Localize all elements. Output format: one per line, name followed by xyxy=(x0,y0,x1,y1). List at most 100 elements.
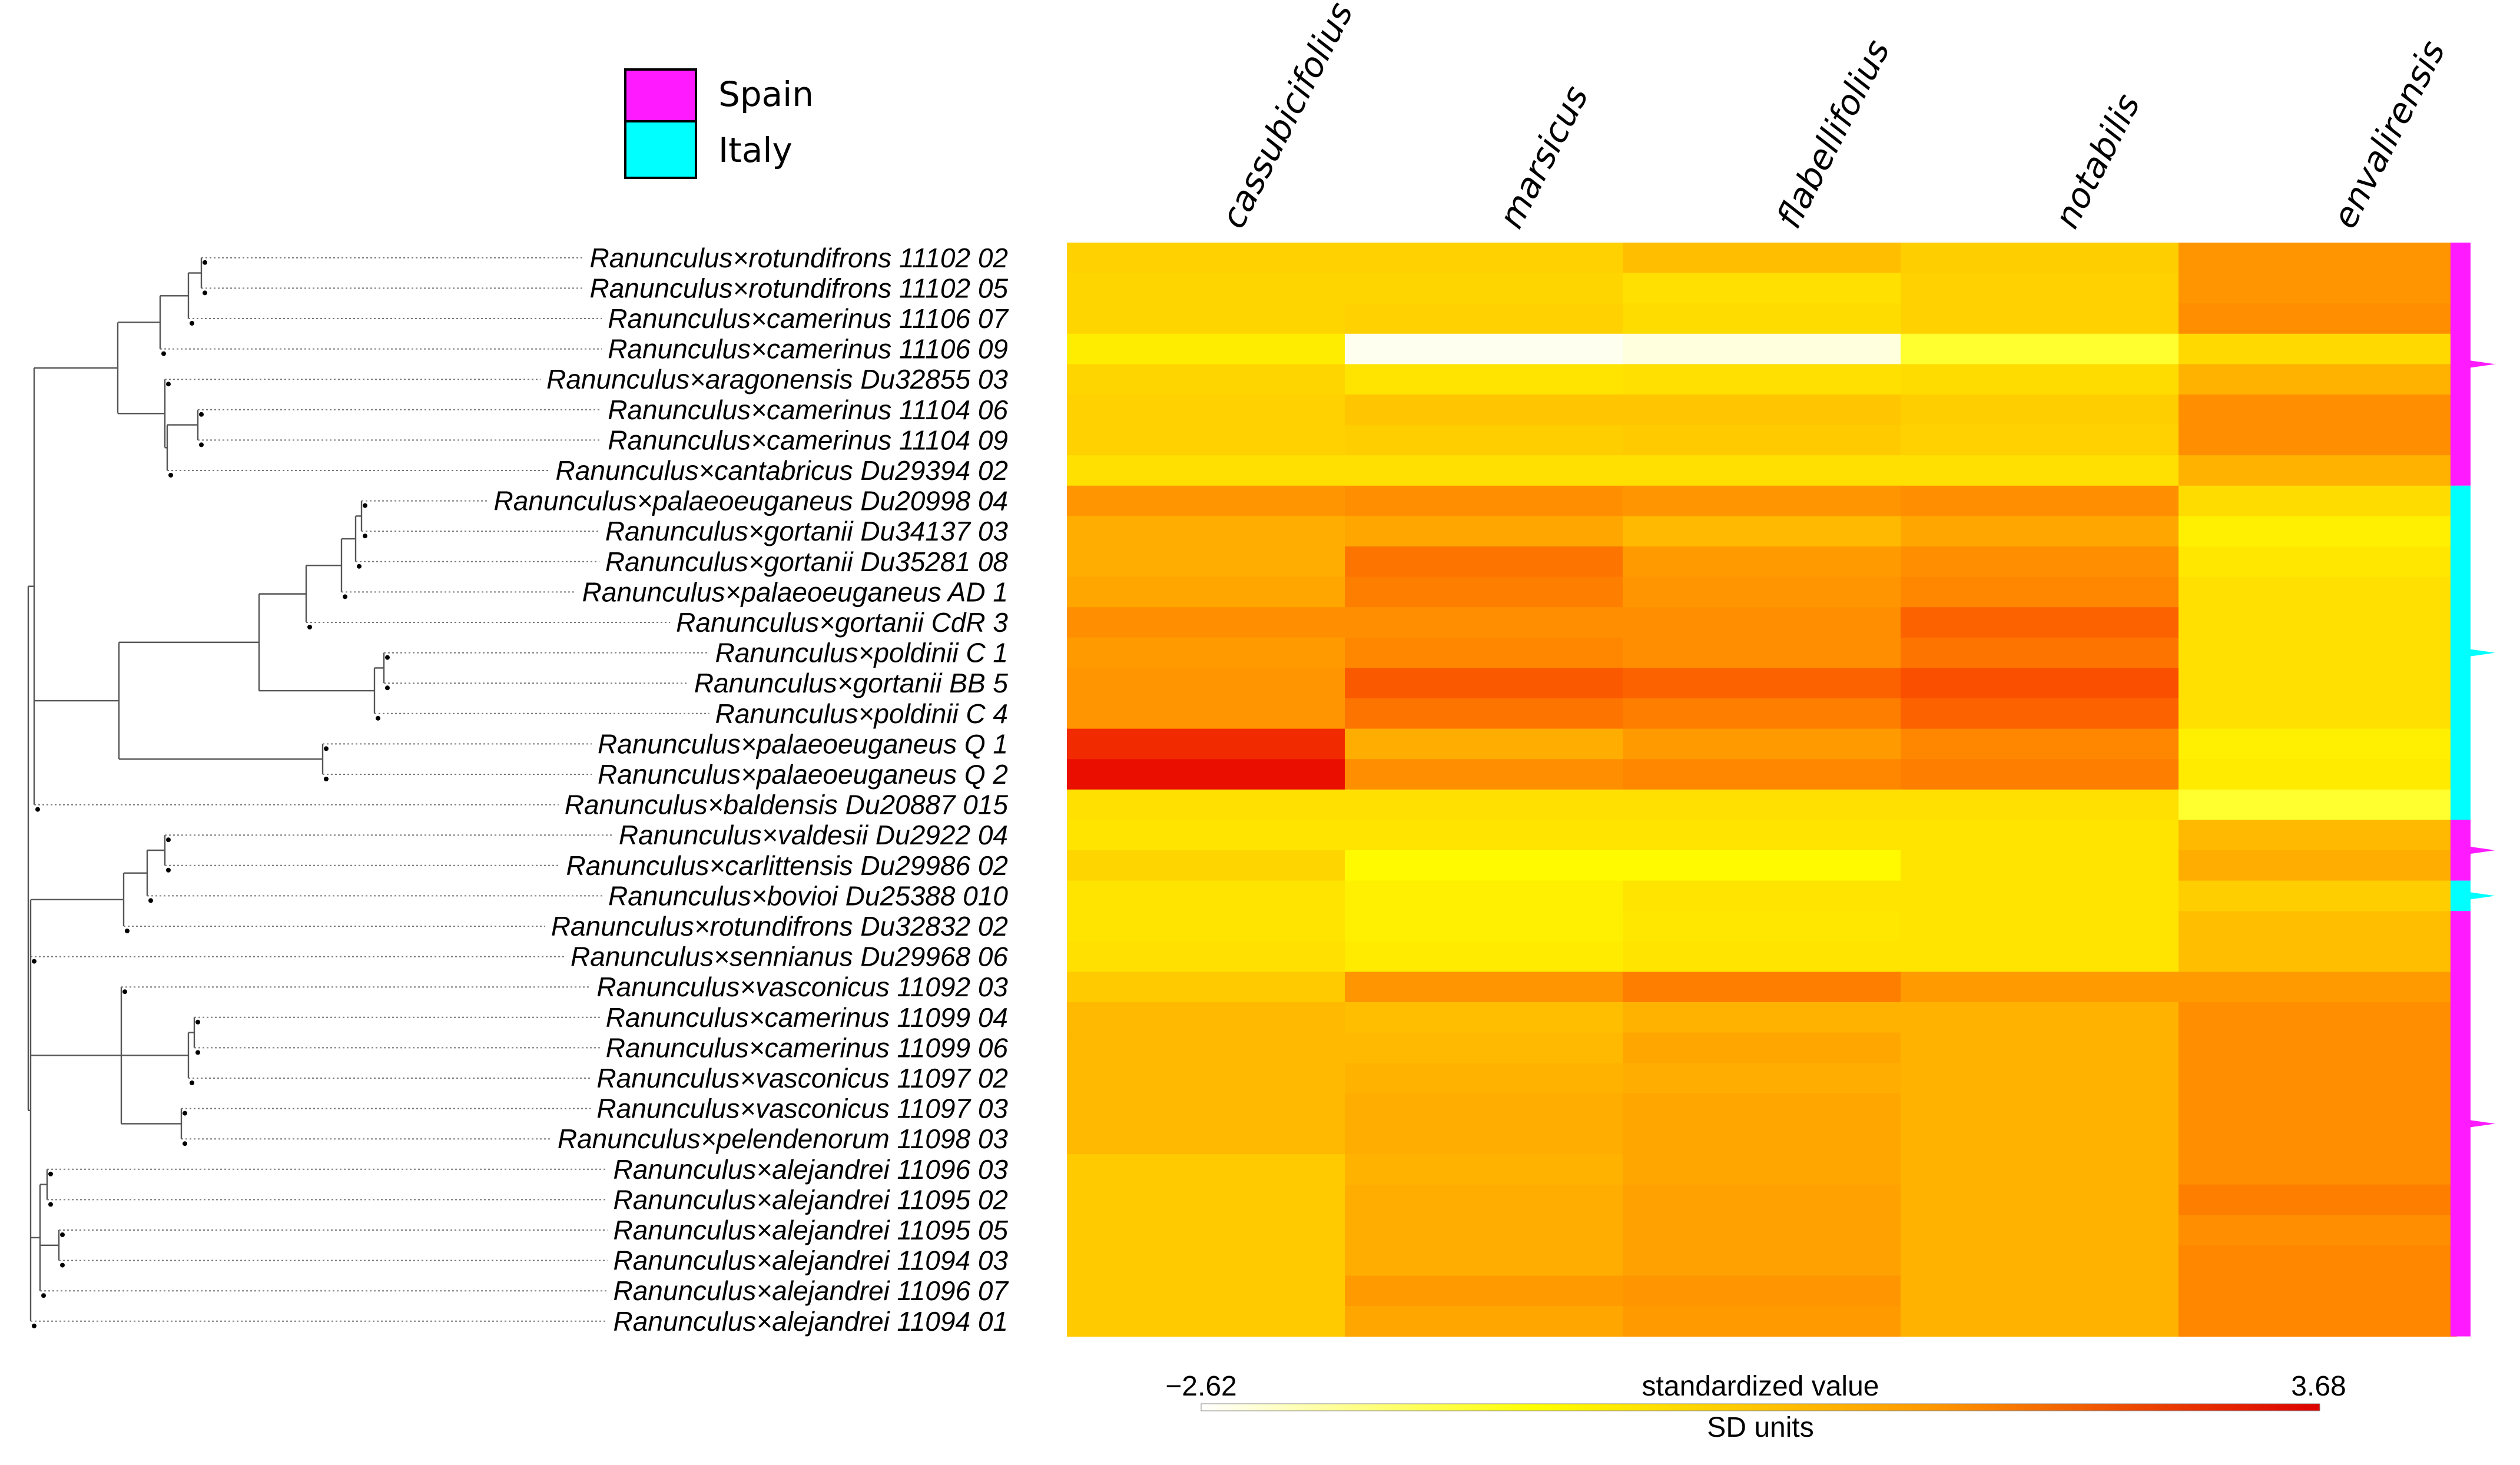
heatmap-cell xyxy=(1345,972,1623,1003)
heatmap-cell xyxy=(1067,1215,1345,1246)
dendrogram-node xyxy=(48,1202,53,1207)
row-label: Ranunculus×gortanii Du35281 08 xyxy=(605,546,1009,577)
country-bar xyxy=(2451,243,2471,486)
dendrogram-node xyxy=(376,715,380,721)
heatmap-cell xyxy=(1623,1123,1901,1155)
row-label: Ranunculus×baldensis Du20887 015 xyxy=(565,790,1009,820)
heatmap-cell xyxy=(1345,455,1623,486)
column-label: flabellifolius xyxy=(1769,34,1898,235)
heatmap-cell xyxy=(1067,1154,1345,1185)
row-label: Ranunculus×gortanii Du34137 03 xyxy=(605,516,1009,546)
heatmap-cell xyxy=(1901,273,2179,304)
dendrogram-node xyxy=(307,625,312,629)
heatmap-cell xyxy=(1623,607,1901,638)
heatmap-cell xyxy=(1067,303,1345,334)
heatmap-cell xyxy=(1901,1306,2179,1337)
heatmap-cell xyxy=(1067,637,1345,668)
heatmap-cell xyxy=(1067,850,1345,881)
heatmap-cell xyxy=(1067,1275,1345,1307)
heatmap-cell xyxy=(2179,1002,2457,1033)
row-label: Ranunculus×gortanii BB 5 xyxy=(694,668,1009,698)
heatmap-cell xyxy=(1623,972,1901,1003)
heatmap-cell xyxy=(1345,637,1623,668)
heatmap-cell xyxy=(1901,668,2179,699)
heatmap-cell xyxy=(1623,485,1901,516)
heatmap-cell xyxy=(2179,1093,2457,1124)
heatmap-cell xyxy=(2179,789,2457,820)
heatmap-cell xyxy=(1067,333,1345,364)
country-bar xyxy=(2451,485,2471,820)
heatmap-cell xyxy=(1345,303,1623,334)
heatmap-cell xyxy=(1067,576,1345,608)
heatmap-cell xyxy=(1067,546,1345,578)
heatmap-cell xyxy=(1623,1215,1901,1246)
heatmap-cell xyxy=(2179,1154,2457,1185)
heatmap-cell xyxy=(1345,668,1623,699)
row-label: Ranunculus×camerinus 11104 09 xyxy=(608,425,1008,455)
heatmap-cell xyxy=(1901,455,2179,486)
country-bar xyxy=(2451,911,2471,1337)
heatmap-cell xyxy=(1623,759,1901,790)
heatmap-cell xyxy=(1901,911,2179,942)
heatmap-cell xyxy=(1345,364,1623,395)
dendrogram-node xyxy=(168,473,173,478)
heatmap-cell xyxy=(1623,576,1901,608)
heatmap-cell xyxy=(1067,728,1345,760)
heatmap-cell xyxy=(1623,880,1901,912)
heatmap-cell xyxy=(1345,941,1623,972)
heatmap-cell xyxy=(1901,880,2179,912)
heatmap-cell xyxy=(2179,698,2457,730)
heatmap-cell xyxy=(1067,1002,1345,1033)
heatmap-cell xyxy=(1067,243,1345,274)
row-labels: Ranunculus×rotundifrons 11102 02Ranuncul… xyxy=(494,243,1009,1337)
heatmap-cells xyxy=(1067,243,2457,1337)
country-bar-tick xyxy=(2471,892,2495,900)
heatmap-cell xyxy=(1067,759,1345,790)
heatmap-cell xyxy=(1901,1275,2179,1307)
dendrogram-node xyxy=(148,898,153,903)
heatmap-cell xyxy=(1901,972,2179,1003)
heatmap-cell xyxy=(1623,243,1901,274)
heatmap-cell xyxy=(1067,455,1345,486)
row-label: Ranunculus×poldinii C 4 xyxy=(715,698,1008,729)
row-label: Ranunculus×alejandrei 11094 03 xyxy=(613,1245,1008,1276)
heatmap-cell xyxy=(2179,303,2457,334)
heatmap-cell xyxy=(1901,395,2179,426)
heatmap-cell xyxy=(1623,789,1901,820)
country-bar-tick xyxy=(2471,847,2495,854)
heatmap-cell xyxy=(1623,1154,1901,1185)
heatmap-cell xyxy=(1345,911,1623,942)
heatmap-cell xyxy=(2179,1063,2457,1094)
heatmap-cell xyxy=(1901,1154,2179,1185)
colorbar-gradient xyxy=(1201,1403,2320,1411)
dendrogram-node xyxy=(343,594,347,599)
dendrogram-node xyxy=(195,1019,200,1025)
heatmap-cell xyxy=(2179,911,2457,942)
country-bar xyxy=(2451,820,2471,881)
heatmap-cell xyxy=(1623,395,1901,426)
row-label: Ranunculus×alejandrei 11096 07 xyxy=(613,1275,1009,1306)
heatmap-cell xyxy=(1067,1245,1345,1276)
heatmap-cell xyxy=(2179,728,2457,760)
dendrogram-node xyxy=(166,837,171,843)
heatmap-cell xyxy=(1623,333,1901,364)
dendrogram-node xyxy=(122,989,127,995)
column-labels: cassubicifolius marsicus flabellifolius not… xyxy=(1213,0,2453,234)
heatmap-cell xyxy=(1067,1184,1345,1215)
row-label: Ranunculus×cantabricus Du29394 02 xyxy=(556,455,1008,486)
dendrogram-node xyxy=(324,746,329,751)
colorbar: −2.62 3.68 standardized value SD units xyxy=(1165,1371,2346,1443)
dendrogram-node xyxy=(385,685,390,691)
column-label: marsicus xyxy=(1491,79,1596,235)
heatmap-cell xyxy=(1623,1032,1901,1063)
column-label: cassubicifolius xyxy=(1213,0,1361,234)
heatmap-cell xyxy=(1623,455,1901,486)
heatmap-cell xyxy=(1901,485,2179,516)
heatmap-cell xyxy=(1901,1002,2179,1033)
dendrogram-node xyxy=(190,321,194,326)
heatmap-cell xyxy=(2179,1032,2457,1063)
heatmap-cell xyxy=(1345,820,1623,851)
heatmap-cell xyxy=(1067,668,1345,699)
row-label: Ranunculus×alejandrei 11094 01 xyxy=(613,1306,1008,1337)
